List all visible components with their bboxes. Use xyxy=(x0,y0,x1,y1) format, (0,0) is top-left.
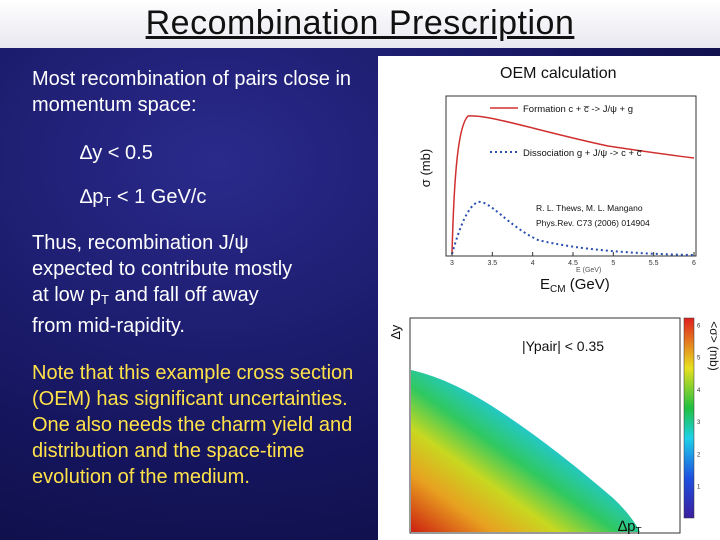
colorbar-tick-label: 1 xyxy=(697,485,701,491)
dissociation-curve xyxy=(451,200,695,256)
delta-pt-value: < 1 GeV/c xyxy=(111,186,207,208)
colorbar-label: <σ> (mb) xyxy=(707,321,720,370)
heatmap-plot: ∆y 1 2 3 4 5 6 |Ypair| < 0.35 <σ> (mb) xyxy=(388,317,720,534)
oem-ylabel: σ (mb) xyxy=(418,149,433,187)
colorbar-tick-label: 6 xyxy=(697,323,701,329)
title-bar xyxy=(0,0,720,48)
heatmap-xlabel: ∆pT xyxy=(618,518,642,537)
thus-line-4: from mid-rapidity. xyxy=(32,315,185,337)
x-tick-label: 4.5 xyxy=(568,260,578,267)
note-paragraph: Note that this example cross section (OE… xyxy=(32,362,354,488)
oem-xlabel-small: E (GeV) xyxy=(576,267,601,274)
oem-header: OEM calculation xyxy=(500,65,617,82)
citation-authors: R. L. Thews, M. L. Mangano xyxy=(536,203,643,213)
slide-title: Recombination Prescription xyxy=(145,4,575,42)
heatmap-region xyxy=(411,370,640,532)
colorbar-tick-label: 5 xyxy=(697,356,701,362)
x-tick-label: 3.5 xyxy=(487,260,497,267)
condition-delta-pt: ∆pT < 1 GeV/c xyxy=(80,184,206,215)
delta-y-symbol: ∆y xyxy=(80,142,103,164)
thus-line-2: expected to contribute mostly xyxy=(32,258,293,280)
delta-pt-subscript: T xyxy=(103,194,112,209)
colorbar xyxy=(683,317,695,519)
thus-line-3: at low pT and fall off away xyxy=(32,284,259,307)
colorbar-tick-label: 2 xyxy=(697,452,701,458)
x-tick-label: 5.5 xyxy=(649,260,659,267)
oem-xlabel: ECM (GeV) xyxy=(540,276,610,295)
heatmap-ylabel: ∆y xyxy=(388,324,403,339)
formation-curve xyxy=(451,115,695,255)
colorbar-ticks: 1 2 3 4 5 6 xyxy=(697,323,701,490)
thus-line-1: Thus, recombination J/ψ xyxy=(32,232,249,254)
thus-paragraph: Thus, recombination J/ψ expected to cont… xyxy=(32,230,372,339)
oem-plot-panel: OEM calculation σ (mb) Formation c + c̅ … xyxy=(378,56,720,298)
heatmap-label: |Ypair| < 0.35 xyxy=(522,338,604,354)
citation-journal: Phys.Rev. C73 (2006) 014904 xyxy=(536,218,650,228)
heatmap-panel: ∆y 1 2 3 4 5 6 |Ypair| < 0.35 <σ> (mb) ∆pT xyxy=(378,298,720,540)
delta-pt-symbol: ∆p xyxy=(80,186,104,208)
delta-y-value: < 0.5 xyxy=(102,142,153,164)
oem-x-ticks: 3 3.5 4 4.5 5 5.5 6 xyxy=(450,252,696,267)
oem-plot-frame xyxy=(445,95,697,257)
colorbar-tick-label: 4 xyxy=(697,388,701,394)
x-tick-label: 5 xyxy=(611,260,615,267)
condition-delta-y: ∆y < 0.5 xyxy=(80,140,153,166)
legend-dissociation-label: Dissociation g + J/ψ -> c + c̅ xyxy=(523,148,642,159)
colorbar-tick-label: 3 xyxy=(697,420,701,426)
intro-text: Most recombination of pairs close in mom… xyxy=(32,68,352,116)
x-tick-label: 6 xyxy=(692,260,696,267)
oem-cross-section-plot: σ (mb) Formation c + c̅ -> J/ψ + g Disso… xyxy=(418,95,697,274)
x-tick-label: 4 xyxy=(531,260,535,267)
x-tick-label: 3 xyxy=(450,260,454,267)
legend-formation-label: Formation c + c̅ -> J/ψ + g xyxy=(523,104,633,115)
